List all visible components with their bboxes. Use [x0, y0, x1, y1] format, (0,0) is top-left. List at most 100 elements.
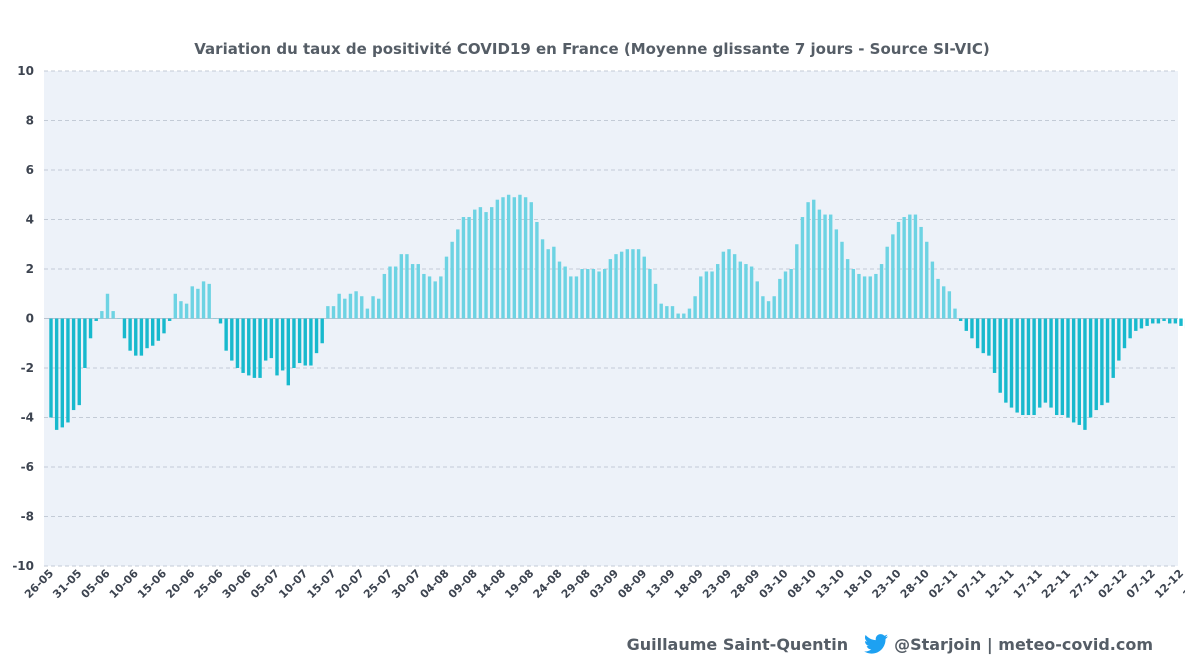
bar — [501, 197, 505, 319]
bar — [1049, 318, 1053, 408]
bar — [913, 214, 918, 319]
bar — [704, 271, 709, 319]
bar — [975, 318, 980, 349]
bar — [1168, 318, 1172, 324]
bar — [908, 214, 912, 319]
x-tick-label: 13-10 — [813, 567, 847, 601]
bar — [1026, 318, 1031, 416]
bar — [77, 318, 81, 406]
bar — [1043, 318, 1048, 403]
bar — [653, 283, 658, 319]
bar — [314, 318, 319, 354]
bar — [670, 306, 675, 319]
x-tick-label: 02-11 — [926, 567, 960, 601]
bar — [360, 296, 364, 319]
bar — [309, 318, 313, 366]
bar — [54, 318, 59, 430]
bar — [778, 278, 782, 319]
footer: Guillaume Saint-Quentin @Starjoin | mete… — [627, 634, 1153, 654]
bar — [817, 209, 822, 319]
bar — [343, 298, 347, 319]
bar — [958, 318, 963, 321]
bar — [196, 288, 200, 319]
y-tick-label: -10 — [12, 559, 34, 573]
x-tick-label: 29-08 — [559, 567, 593, 601]
bar — [1179, 318, 1183, 326]
footer-handle: @Starjoin | meteo-covid.com — [894, 634, 1153, 654]
bar — [953, 308, 957, 319]
bar — [800, 217, 805, 319]
x-tick-label: 09-08 — [446, 567, 480, 601]
bar — [942, 286, 946, 319]
y-tick-label: 8 — [26, 114, 34, 128]
bar — [896, 221, 901, 319]
bar — [450, 241, 454, 319]
x-tick-label: 20-07 — [333, 567, 367, 601]
bar — [444, 256, 449, 319]
bar — [1134, 318, 1138, 331]
bar — [631, 249, 635, 319]
x-tick-label: 19-08 — [502, 567, 536, 601]
bar — [619, 251, 624, 319]
x-tick-label: 14-08 — [474, 567, 508, 601]
bar — [467, 217, 471, 319]
bar — [569, 276, 573, 319]
bar — [642, 256, 646, 319]
bar — [410, 264, 415, 319]
bar — [241, 318, 245, 373]
bar — [258, 318, 262, 378]
bar — [1077, 318, 1081, 425]
bar — [1004, 318, 1008, 403]
y-tick-label: -4 — [21, 411, 34, 425]
bar — [1162, 318, 1166, 321]
y-tick-label: -8 — [21, 510, 34, 524]
bar — [591, 269, 596, 319]
x-tick-label: 18-09 — [672, 567, 706, 601]
bar — [156, 318, 161, 341]
bar — [1105, 318, 1110, 403]
bar — [348, 293, 353, 319]
bar — [1009, 318, 1014, 408]
x-tick-label: 10-07 — [276, 567, 310, 601]
bar — [614, 254, 618, 319]
bar — [388, 266, 392, 319]
bar — [806, 202, 810, 319]
bar — [427, 276, 432, 319]
bar — [320, 318, 324, 344]
bar — [264, 318, 268, 361]
x-tick-label: 31-05 — [50, 567, 84, 601]
bar — [405, 254, 409, 319]
bar — [1122, 318, 1127, 349]
bar — [772, 296, 776, 319]
x-tick-label: 18-10 — [841, 567, 875, 601]
bar — [563, 266, 567, 319]
bar — [456, 229, 460, 319]
x-tick-label: 30-06 — [220, 567, 254, 601]
bar — [326, 306, 330, 319]
bar — [1094, 318, 1098, 411]
y-tick-label: 4 — [26, 213, 34, 227]
bar — [546, 249, 550, 319]
bar — [1117, 318, 1121, 361]
bar — [416, 264, 420, 319]
bar — [998, 318, 1002, 393]
x-tick-label: 10-06 — [107, 567, 141, 601]
bar — [919, 226, 923, 319]
bar — [190, 286, 194, 319]
bar — [399, 254, 403, 319]
bar — [676, 313, 680, 319]
bar — [947, 291, 952, 319]
bar — [151, 318, 155, 346]
bar — [422, 273, 426, 319]
bar — [687, 308, 692, 319]
x-tick-label: 12-11 — [983, 567, 1017, 601]
bar — [490, 207, 494, 319]
x-tick-label: 07-12 — [1124, 567, 1158, 601]
bar — [1128, 318, 1132, 339]
bar — [862, 276, 867, 319]
twitter-bird-icon — [864, 634, 889, 654]
x-tick-label: 13-09 — [644, 567, 678, 601]
bar — [1066, 318, 1070, 418]
bar — [625, 249, 629, 319]
